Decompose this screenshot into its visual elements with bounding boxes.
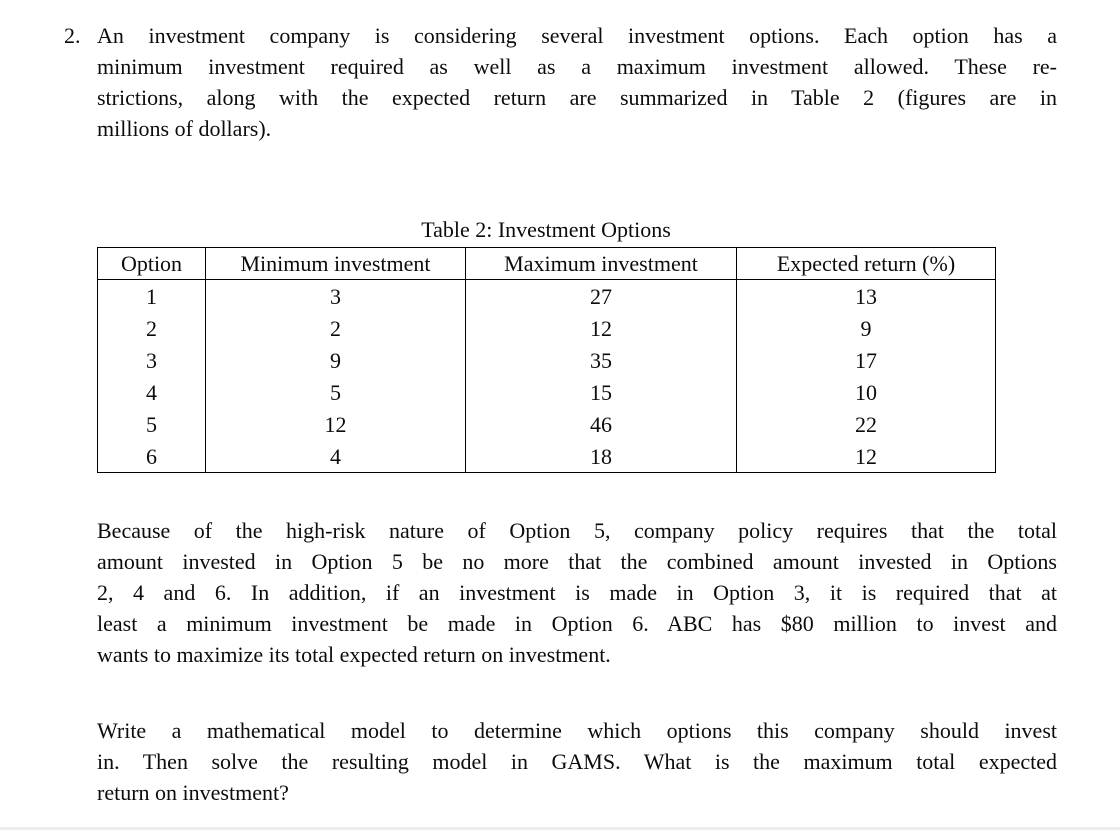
table-cell: 2 — [205, 312, 466, 344]
table-row: 1 3 27 13 — [97, 279, 996, 312]
table-cell: 5 — [205, 376, 466, 408]
problem-number: 2. — [64, 23, 81, 48]
table-cell: 22 — [736, 408, 996, 440]
paragraph-line: in. Then solve the resulting model in GA… — [97, 749, 1057, 774]
paragraph-line: strictions, along with the expected retu… — [97, 85, 1057, 110]
paragraph-line: Because of the high-risk nature of Optio… — [97, 518, 1057, 543]
table-cell: 12 — [465, 312, 737, 344]
table-body: 1 3 27 13 2 2 12 9 3 9 35 17 4 5 15 10 5 12 46 22 6 4 18 12 — [97, 279, 996, 473]
table-header-cell: Expected return (%) — [736, 247, 996, 280]
paragraph-line: An investment company is considering sev… — [97, 23, 1057, 48]
table-cell: 5 — [97, 408, 206, 440]
paragraph-line: least a minimum investment be made in Op… — [97, 611, 1057, 636]
table-row: 3 9 35 17 — [97, 344, 996, 376]
intro-text: An investment company is considering sev… — [97, 20, 1057, 144]
table-header-cell: Maximum investment — [465, 247, 737, 280]
table-cell: 18 — [465, 440, 737, 473]
table-header-cell: Minimum investment — [205, 247, 466, 280]
problem-intro-paragraph: 2. An investment company is considering … — [64, 20, 1057, 144]
table-cell: 35 — [465, 344, 737, 376]
table-cell: 3 — [205, 279, 466, 312]
table-cell: 9 — [736, 312, 996, 344]
table-cell: 2 — [97, 312, 206, 344]
paragraph-line: wants to maximize its total expected ret… — [97, 642, 611, 667]
table-cell: 27 — [465, 279, 737, 312]
document-page: 2. An investment company is considering … — [64, 0, 1057, 808]
paragraph-line: minimum investment required as well as a… — [97, 54, 1057, 79]
table-header-row: Option Minimum investment Maximum invest… — [97, 247, 996, 280]
table-cell: 17 — [736, 344, 996, 376]
task-paragraph: Write a mathematical model to determine … — [97, 715, 1057, 808]
table-row: 6 4 18 12 — [97, 440, 996, 473]
paragraph-line: amount invested in Option 5 be no more t… — [97, 549, 1057, 574]
table-row: 5 12 46 22 — [97, 408, 996, 440]
table-cell: 15 — [465, 376, 737, 408]
investment-options-table: Option Minimum investment Maximum invest… — [97, 247, 996, 473]
table-cell: 6 — [97, 440, 206, 473]
table-cell: 13 — [736, 279, 996, 312]
paragraph-line: 2, 4 and 6. In addition, if an investmen… — [97, 580, 1057, 605]
table-cell: 12 — [736, 440, 996, 473]
table-cell: 4 — [97, 376, 206, 408]
paragraph-line: Write a mathematical model to determine … — [97, 718, 1057, 743]
table-cell: 12 — [205, 408, 466, 440]
page-bottom-edge — [0, 827, 1120, 830]
paragraph-line: millions of dollars). — [97, 116, 272, 141]
table-header-cell: Option — [97, 247, 206, 280]
table-row: 4 5 15 10 — [97, 376, 996, 408]
table-cell: 9 — [205, 344, 466, 376]
policy-paragraph: Because of the high-risk nature of Optio… — [97, 515, 1057, 670]
table-caption: Table 2: Investment Options — [421, 217, 671, 242]
table-cell: 46 — [465, 408, 737, 440]
investment-table-block: Table 2: Investment Options Option Minim… — [97, 214, 996, 473]
table-cell: 3 — [97, 344, 206, 376]
table-row: 2 2 12 9 — [97, 312, 996, 344]
paragraph-line: return on investment? — [97, 780, 289, 805]
table-cell: 4 — [205, 440, 466, 473]
table-cell: 1 — [97, 279, 206, 312]
table-cell: 10 — [736, 376, 996, 408]
